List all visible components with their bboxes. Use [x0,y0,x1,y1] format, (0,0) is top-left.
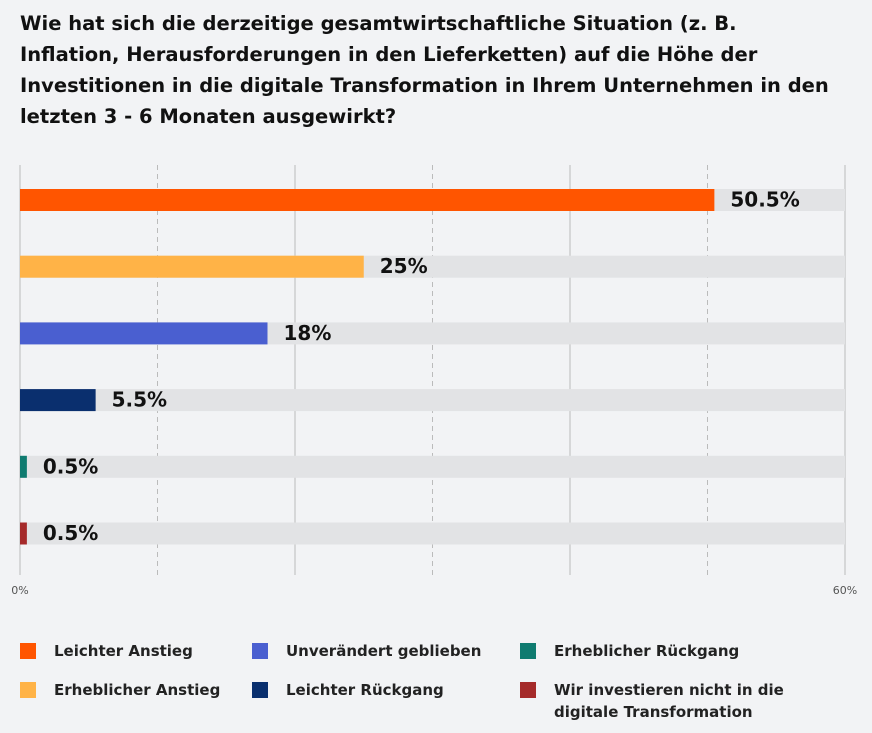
legend-item: Leichter Rückgang [252,679,516,701]
bar-track [20,455,845,478]
legend-item: Leichter Anstieg [20,640,284,662]
value-label: 5.5% [112,388,167,412]
legend-label: Leichter Anstieg [54,642,193,660]
legend-swatch [520,682,536,698]
legend-swatch [252,643,268,659]
bar [20,322,268,345]
legend-label: Erheblicher Anstieg [54,681,221,699]
legend-item: Unverändert geblieben [252,640,516,662]
legend-label: Wir investieren nicht in die digitale Tr… [554,681,784,721]
bar [20,255,364,278]
value-label: 18% [284,321,332,345]
value-label: 0.5% [43,521,98,545]
bar [20,189,715,211]
legend-swatch [520,643,536,659]
legend-label: Unverändert geblieben [286,642,482,660]
bar-track [20,389,845,412]
bar-track [20,522,845,545]
legend-item: Wir investieren nicht in die digitale Tr… [520,679,784,723]
bar [20,455,27,478]
value-label: 0.5% [43,454,98,478]
chart-title: Wie hat sich die derzeitige gesamtwirtsc… [20,12,829,128]
x-tick-label: 0% [11,584,28,597]
legend-label: Erheblicher Rückgang [554,642,740,660]
legend-swatch [252,682,268,698]
legend-swatch [20,682,36,698]
legend-item: Erheblicher Rückgang [520,640,784,662]
bar [20,522,27,545]
legend-item: Erheblicher Anstieg [20,679,284,701]
value-label: 50.5% [730,188,799,212]
legend-label: Leichter Rückgang [286,681,444,699]
bar [20,389,96,412]
chart: 0% 60% 50.5% 25% 18% 5.5% 0.5% 0.5% [11,165,857,597]
value-label: 25% [380,254,428,278]
x-tick-label: 60% [833,584,857,597]
legend-swatch [20,643,36,659]
